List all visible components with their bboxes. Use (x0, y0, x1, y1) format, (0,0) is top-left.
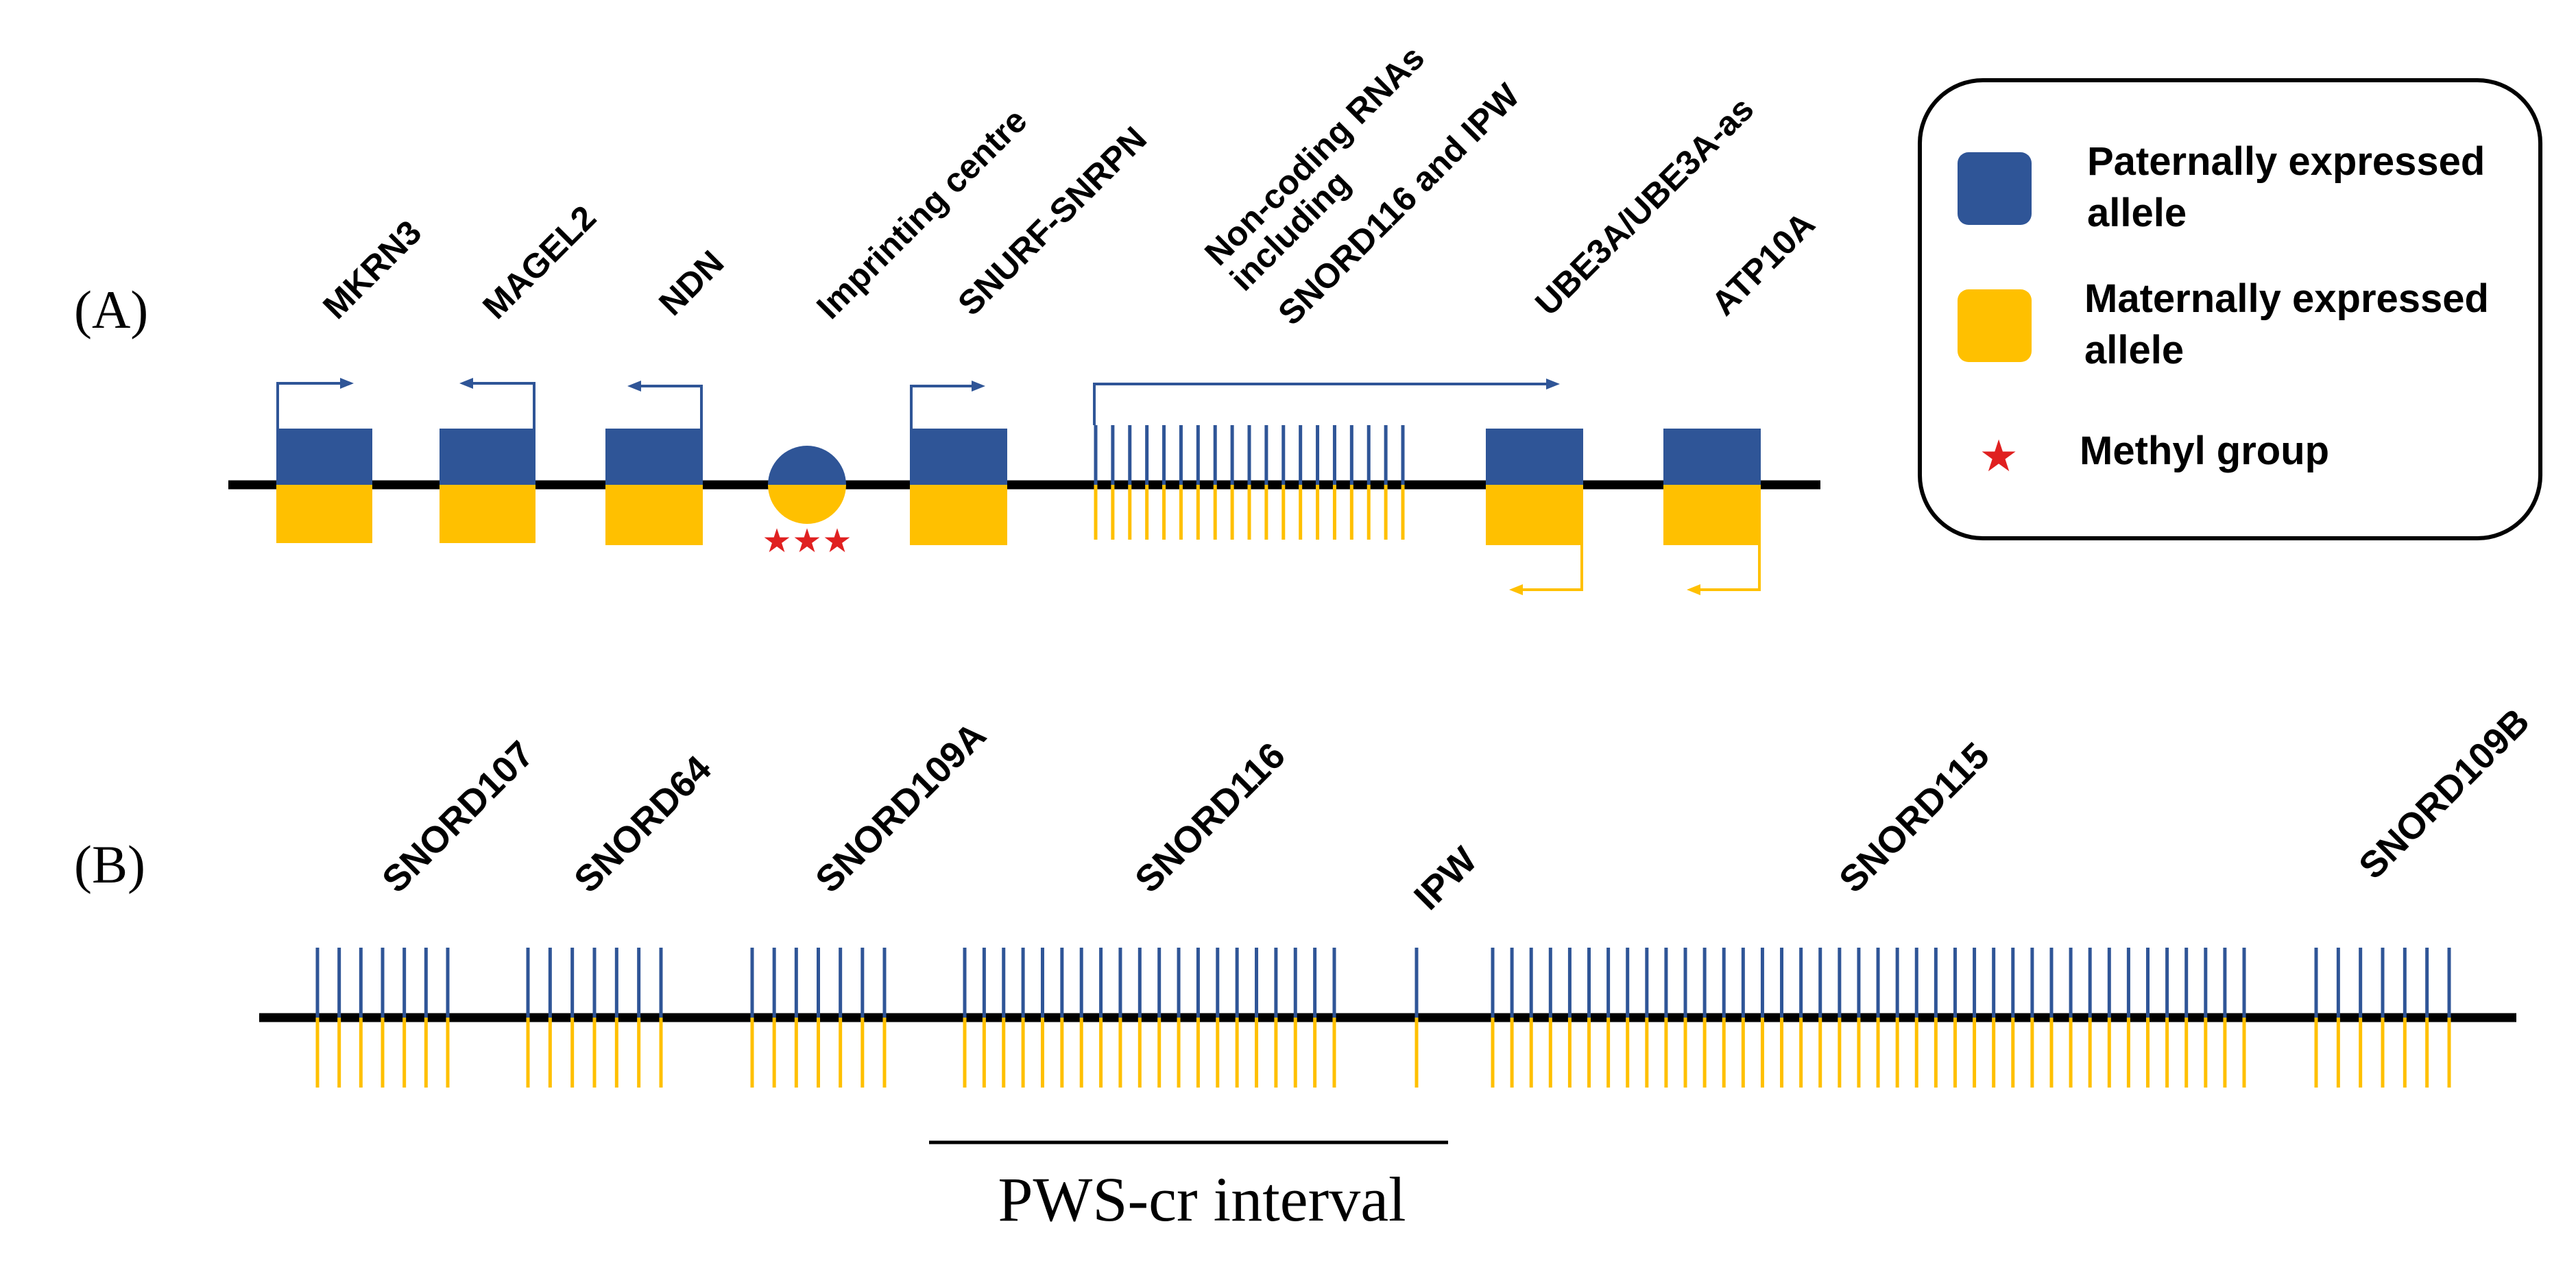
panel-a: (A) MKRN3 MAGEL2 NDN (74, 38, 1822, 595)
magel2-paternal-box (440, 429, 535, 485)
panel-b: (B) SNORD107 SNORD64 SNORD109A SNORD116 … (74, 701, 2538, 1234)
mkrn3-maternal-box (276, 485, 372, 543)
magel2-arrow-line (471, 382, 535, 429)
atp10a-arrowhead-icon (1687, 584, 1700, 595)
gene-magel2: MAGEL2 (440, 198, 603, 543)
mkrn3-arrow-line (276, 382, 343, 429)
methyl-star-icon: ★ (1979, 431, 2018, 482)
imprinting-centre-paternal-half (768, 446, 846, 485)
ube3a-paternal-box (1486, 429, 1583, 485)
noncoding-rna-lines (1094, 425, 1405, 540)
snord-cluster-lines (315, 948, 2451, 1088)
snord109a-label: SNORD109A (808, 715, 994, 901)
mkrn3-label: MKRN3 (315, 213, 429, 326)
legend-maternal-line-1: Maternally expressed (2084, 276, 2489, 321)
snurf-snrpn-arrow-line (910, 385, 974, 429)
legend-paternal-line-2: allele (2087, 191, 2187, 235)
snord64-label: SNORD64 (566, 748, 719, 901)
ipw-label: IPW (1406, 839, 1485, 918)
gene-ndn: NDN (605, 243, 731, 545)
legend-frame (1918, 78, 2542, 540)
ndn-maternal-box (605, 485, 703, 545)
ndn-arrowhead-icon (627, 381, 641, 392)
methyl-star-icon: ★ (822, 522, 852, 560)
legend-paternal-swatch (1958, 152, 2032, 225)
magel2-label: MAGEL2 (475, 198, 603, 326)
noncoding-label-line-1: Non-coding RNAs (1197, 38, 1432, 273)
panel-b-label: (B) (74, 835, 145, 894)
ndn-label: NDN (651, 243, 731, 323)
magel2-maternal-box (440, 485, 535, 543)
snurf-snrpn-paternal-box (910, 429, 1007, 485)
legend-maternal-swatch (1958, 289, 2032, 362)
snord107-label: SNORD107 (374, 733, 542, 900)
snord109b-label: SNORD109B (2351, 701, 2538, 887)
pws-cr-interval-label: PWS-cr interval (998, 1164, 1406, 1234)
noncoding-arrow-line (1093, 383, 1546, 425)
legend-methyl-label: Methyl group (2080, 429, 2329, 473)
mkrn3-arrowhead-icon (340, 378, 354, 389)
atp10a-arrow-line (1698, 545, 1761, 591)
noncoding-arrowhead-icon (1546, 379, 1560, 389)
methyl-star-icon: ★ (792, 522, 821, 560)
ube3a-maternal-box (1486, 485, 1583, 545)
gene-atp10a: ATP10A (1663, 204, 1822, 595)
atp10a-paternal-box (1663, 429, 1761, 485)
legend-maternal-line-2: allele (2084, 328, 2184, 372)
mkrn3-paternal-box (276, 429, 372, 485)
ndn-paternal-box (605, 429, 703, 485)
ube3a-arrow-line (1521, 545, 1583, 591)
atp10a-label: ATP10A (1704, 204, 1822, 323)
ndn-arrow-line (639, 385, 703, 429)
snord115-label: SNORD115 (1831, 735, 1997, 901)
panel-a-label: (A) (74, 280, 148, 339)
snord116-label: SNORD116 (1127, 735, 1293, 901)
snurf-snrpn-arrowhead-icon (972, 381, 985, 392)
imprinting-centre-maternal-half (768, 485, 846, 524)
legend-paternal-line-1: Paternally expressed (2087, 139, 2485, 184)
magel2-arrowhead-icon (459, 378, 473, 389)
gene-mkrn3: MKRN3 (276, 213, 429, 543)
atp10a-maternal-box (1663, 485, 1761, 545)
methyl-star-icon: ★ (762, 522, 791, 560)
legend: Paternally expressed allele Maternally e… (1918, 78, 2542, 540)
snurf-snrpn-maternal-box (910, 485, 1007, 545)
ube3a-arrowhead-icon (1509, 584, 1523, 595)
